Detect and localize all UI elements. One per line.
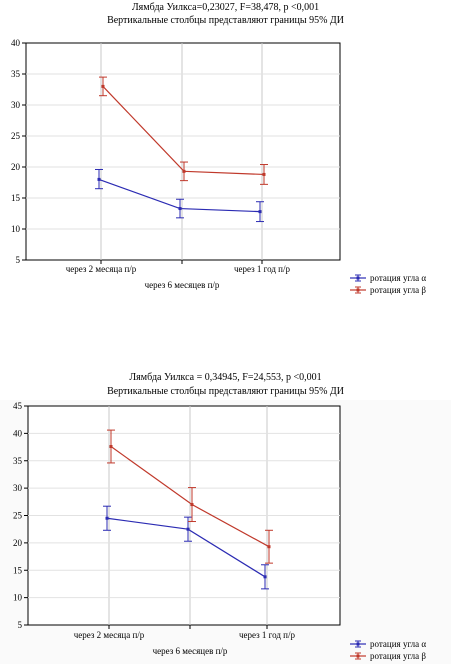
chart-panel-2: Лямбда Уилкса = 0,34945, F=24,553, p <0,…	[0, 362, 451, 664]
data-point	[190, 503, 194, 507]
legend-label: ротация угла α	[370, 273, 426, 283]
legend-marker	[356, 288, 360, 292]
x-tick-label: через 6 месяцев п/р	[145, 280, 220, 290]
data-point	[263, 575, 267, 579]
y-tick-label: 20	[11, 162, 21, 172]
legend-marker	[356, 276, 360, 280]
x-tick-label: через 2 месяца п/р	[66, 264, 137, 274]
y-tick-label: 25	[13, 511, 23, 521]
y-tick-label: 20	[13, 538, 23, 548]
data-point	[97, 177, 101, 181]
data-point	[101, 84, 105, 88]
y-tick-label: 35	[13, 456, 23, 466]
y-tick-label: 15	[13, 565, 23, 575]
plot-area	[25, 42, 341, 261]
legend-label: ротация угла β	[370, 651, 426, 661]
chart-panel-1: Лямбда Уилкса=0,23027, F=38,478, p <0,00…	[0, 0, 451, 300]
x-tick-label: через 1 год п/р	[239, 630, 296, 640]
y-tick-label: 35	[11, 69, 21, 79]
legend-label: ротация угла α	[370, 639, 426, 649]
x-tick-label: через 2 месяца п/р	[74, 630, 145, 640]
data-point	[262, 172, 266, 176]
data-point	[186, 527, 190, 531]
data-point	[178, 207, 182, 211]
data-point	[258, 210, 262, 214]
y-tick-label: 15	[11, 193, 21, 203]
data-point	[105, 516, 109, 520]
legend-label: ротация угла β	[370, 285, 426, 295]
legend-marker	[356, 654, 360, 658]
y-tick-label: 45	[13, 401, 23, 411]
y-tick-label: 40	[13, 428, 23, 438]
y-tick-label: 25	[11, 131, 21, 141]
y-tick-label: 5	[18, 620, 23, 630]
chart-2-svg: 5 10 15 20 25 30 35 40 45 через 2 месяца п/р через…	[13, 401, 426, 661]
legend-marker	[356, 642, 360, 646]
chart-title: Лямбда Уилкса=0,23027, F=38,478, p <0,00…	[131, 2, 320, 13]
chart-title: Лямбда Уилкса = 0,34945, F=24,553, p <0,…	[129, 372, 322, 383]
chart-subtitle: Вертикальные столбцы представляют границ…	[107, 386, 344, 397]
y-tick-label: 40	[11, 38, 21, 48]
y-tick-label: 10	[11, 224, 21, 234]
y-tick-label: 10	[13, 593, 23, 603]
data-point	[109, 445, 113, 449]
chart-1-svg: 5 10 15 20 25 30 35 40 через 2 месяца п/р через 6…	[11, 38, 426, 295]
chart-subtitle: Вертикальные столбцы представляют границ…	[107, 15, 344, 26]
y-tick-label: 5	[16, 255, 21, 265]
x-tick-label: через 1 год п/р	[234, 264, 291, 274]
data-point	[267, 545, 271, 549]
x-tick-label: через 6 месяцев п/р	[153, 646, 228, 656]
y-tick-label: 30	[11, 100, 21, 110]
y-tick-label: 30	[13, 483, 23, 493]
data-point	[182, 169, 186, 173]
